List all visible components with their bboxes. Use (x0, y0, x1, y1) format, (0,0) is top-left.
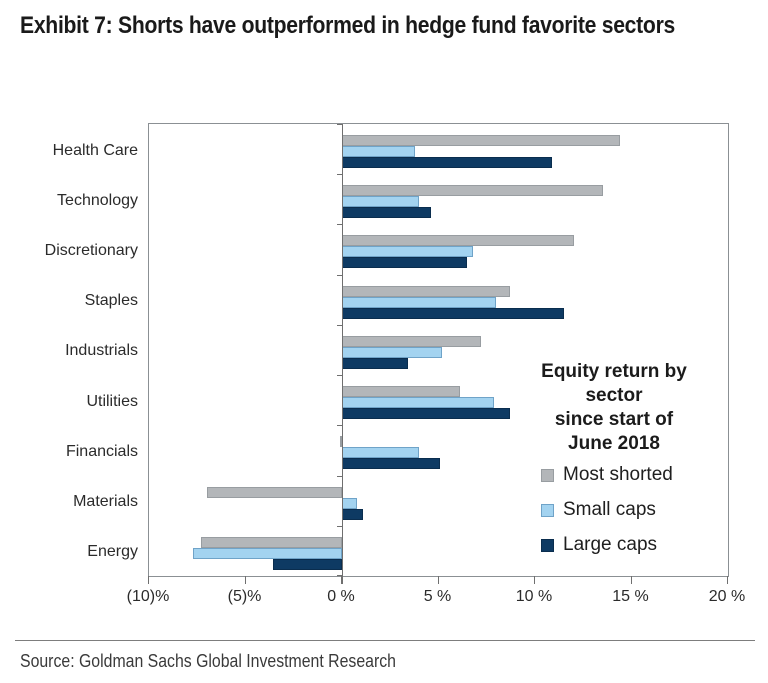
bar-most-shorted-materials (206, 486, 342, 498)
category-tick (337, 324, 342, 326)
bar-most-shorted-industrials (342, 335, 481, 347)
x-axis-tick (630, 576, 632, 584)
bar-large-caps-materials (342, 508, 364, 520)
x-axis-tick (341, 576, 342, 584)
bar-large-caps-staples (342, 307, 564, 319)
legend-title-line: since start of (554, 409, 674, 430)
bar-most-shorted-staples (342, 285, 510, 297)
x-axis-label: (10)% (126, 588, 170, 605)
category-tick (337, 124, 342, 125)
category-tick (337, 375, 342, 377)
exhibit-title: Exhibit 7: Shorts have outperformed in h… (20, 12, 676, 39)
exhibit-chart: Exhibit 7: Shorts have outperformed in h… (20, 12, 746, 605)
bar-small-caps-industrials (342, 346, 443, 358)
bar-small-caps-utilities (342, 397, 495, 409)
category-tick (337, 475, 342, 477)
bar-large-caps-utilities (342, 408, 510, 420)
category-label-energy: Energy (87, 543, 138, 561)
category-label-technology: Technology (57, 191, 138, 209)
x-axis-label: 15 % (612, 588, 649, 605)
legend-title-line: sector (585, 385, 643, 406)
bar-most-shorted-energy (201, 536, 342, 548)
zero-axis-line (342, 124, 343, 584)
legend-label: Small caps (563, 499, 656, 520)
bar-large-caps-health-care (342, 157, 553, 168)
bar-most-shorted-financials (340, 436, 343, 448)
category-label-utilities: Utilities (86, 392, 138, 410)
bar-most-shorted-health-care (342, 135, 620, 146)
bar-large-caps-technology (342, 207, 431, 219)
x-axis-tick (437, 576, 439, 584)
legend-label: Large caps (563, 534, 658, 555)
plot-area: Equity return by sector since start of June… (148, 123, 729, 584)
bar-small-caps-technology (342, 196, 420, 208)
category-label-industrials: Industrials (65, 342, 138, 360)
category-label-discretionary: Discretionary (44, 241, 138, 259)
category-tick (337, 425, 342, 427)
legend-item-most-shorted: Most shorted (541, 464, 673, 486)
legend-label: Most shorted (563, 464, 673, 485)
legend-title-line: June 2018 (568, 433, 660, 454)
bar-most-shorted-discretionary (342, 235, 574, 247)
x-axis-tick (727, 576, 728, 584)
category-tick (337, 174, 342, 176)
bar-most-shorted-technology (342, 185, 603, 197)
legend-item-small-caps: Small caps (541, 499, 656, 521)
legend-title-line: Equity return by (541, 361, 687, 382)
category-label-staples: Staples (84, 292, 138, 310)
bar-large-caps-financials (342, 458, 441, 470)
x-axis-tick (534, 576, 535, 584)
x-axis-tick (244, 576, 246, 584)
bar-large-caps-discretionary (342, 257, 468, 269)
bar-small-caps-financials (342, 447, 420, 459)
legend-swatch-icon (541, 468, 554, 482)
legend-swatch-icon (541, 538, 554, 552)
category-label-health-care: Health Care (52, 141, 138, 159)
bar-large-caps-energy (272, 558, 342, 570)
x-axis-label: 0 % (327, 588, 355, 605)
bar-small-caps-staples (342, 296, 497, 308)
bar-small-caps-materials (342, 497, 358, 509)
bar-small-caps-discretionary (342, 246, 474, 258)
category-tick (337, 525, 342, 527)
bar-small-caps-energy (193, 547, 342, 559)
bar-large-caps-industrials (342, 357, 408, 369)
category-tick (337, 575, 342, 576)
x-axis-label: (5)% (227, 588, 262, 605)
category-tick (337, 274, 342, 276)
category-label-financials: Financials (65, 442, 138, 460)
x-axis-tick (148, 576, 149, 584)
category-label-materials: Materials (73, 493, 138, 511)
bar-small-caps-health-care (342, 146, 416, 157)
x-axis-label: 5 % (423, 588, 452, 605)
footer-divider (15, 640, 755, 641)
x-axis-label: 20 % (708, 588, 746, 605)
legend-swatch-icon (541, 503, 554, 517)
bar-most-shorted-utilities (342, 386, 460, 398)
x-axis-label: 10 % (515, 588, 553, 605)
category-tick (337, 224, 342, 226)
legend-title: Equity return by sector since start of June… (514, 360, 714, 456)
legend-item-large-caps: Large caps (541, 534, 657, 556)
source-note: Source: Goldman Sachs Global Investment … (20, 651, 396, 671)
